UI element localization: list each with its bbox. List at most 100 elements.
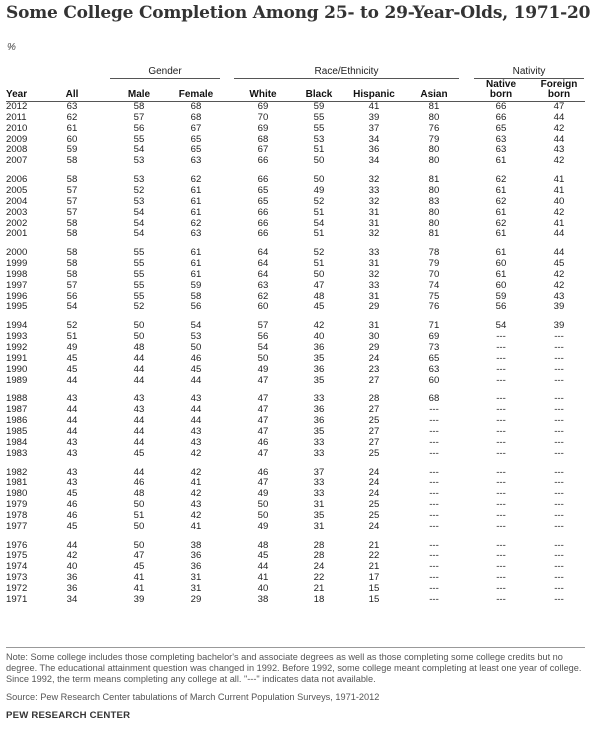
cell-hispanic: 41 [368,101,380,112]
group-header-gender: Gender [148,66,182,77]
cell-hispanic: 24 [368,520,380,532]
cell-all: 34 [66,593,78,605]
cell-foreign-born: --- [554,374,564,386]
cell-female: 43 [190,436,202,448]
cell-foreign-born: 44 [553,111,565,123]
cell-foreign-born: 43 [553,290,565,302]
cell-native-born: --- [496,404,506,416]
cell-all: 43 [66,466,78,478]
table-row: 1979 46 50 43 50 31 25 --- --- --- [0,500,591,510]
table-row: 2009 60 55 65 68 53 34 79 63 44 [0,133,591,145]
cell-asian: --- [429,436,439,448]
cell-year: 1979 [6,499,28,511]
header-male: Male [127,89,151,100]
table-row: 1998 58 55 61 64 50 32 70 61 42 [0,268,591,280]
cell-hispanic: 31 [368,320,380,332]
cell-foreign-born: --- [554,520,564,532]
cell-foreign-born: --- [554,436,564,448]
cell-white: 69 [257,101,269,112]
cell-native-born: 62 [495,174,507,186]
cell-all: 42 [66,550,78,562]
cell-foreign-born: --- [554,425,564,437]
cell-male: 48 [133,342,145,353]
cell-year: 1973 [6,572,28,584]
cell-year: 1994 [6,320,28,332]
cell-female: 62 [190,174,202,186]
cell-native-born: 63 [495,133,507,145]
cell-year: 2011 [6,111,27,123]
cell-black: 49 [313,184,325,196]
cell-black: 59 [313,101,325,112]
cell-native-born: 60 [495,279,507,291]
cell-asian: 80 [428,144,440,156]
cell-year: 2003 [6,206,28,218]
cell-native-born: --- [496,520,506,532]
cell-asian: 79 [428,258,440,270]
cell-native-born: --- [496,561,506,573]
cell-male: 48 [133,488,145,500]
cell-hispanic: 36 [368,144,380,156]
cell-white: 47 [257,415,269,427]
cell-asian: 71 [428,320,440,332]
table-note: Note: Some college includes those comple… [6,652,582,684]
cell-year: 1971 [6,593,28,605]
cell-asian: 80 [428,217,440,229]
cell-male: 53 [133,195,145,207]
cell-hispanic: 24 [368,488,380,500]
cell-black: 55 [313,111,325,123]
cell-foreign-born: 45 [553,258,565,270]
cell-year: 2010 [6,122,28,134]
cell-all: 59 [66,144,78,156]
cell-native-born: 61 [495,228,507,240]
cell-female: 61 [190,206,202,218]
cell-white: 62 [257,290,269,302]
cell-female: 58 [190,290,202,302]
cell-male: 55 [133,268,145,280]
cell-asian: 76 [428,122,440,134]
cell-black: 52 [313,247,325,259]
cell-hispanic: 32 [368,174,380,186]
cell-foreign-born: --- [554,393,564,405]
cell-male: 55 [133,279,145,291]
cell-female: 42 [190,447,202,459]
cell-black: 37 [313,466,325,478]
cell-year: 1995 [6,301,28,313]
cell-native-born: --- [496,415,506,427]
header-rule [6,101,585,102]
cell-year: 2009 [6,133,28,145]
cell-white: 70 [257,111,269,123]
cell-year: 1998 [6,268,28,280]
table-row: 1981 43 46 41 47 33 24 --- --- --- [0,478,591,488]
cell-all: 43 [66,436,78,448]
cell-all: 57 [66,195,78,207]
cell-male: 54 [133,206,145,218]
cell-native-born: --- [496,363,506,375]
header-native-line2: born [489,89,513,100]
cell-female: 44 [190,415,202,427]
cell-female: 43 [190,499,202,511]
cell-black: 31 [313,520,325,532]
cell-female: 65 [190,133,202,145]
cell-white: 47 [257,404,269,416]
cell-foreign-born: 39 [553,320,565,332]
cell-black: 36 [313,363,325,375]
cell-male: 50 [133,499,145,511]
cell-female: 61 [190,195,202,207]
cell-female: 68 [190,111,202,123]
cell-foreign-born: 42 [553,206,565,218]
cell-female: 67 [190,122,202,134]
cell-hispanic: 39 [368,111,380,123]
cell-foreign-born: 43 [553,144,565,156]
organization-name: PEW RESEARCH CENTER [6,710,131,721]
cell-foreign-born: 39 [553,301,565,313]
header-year: Year [6,89,28,100]
table-row: 2003 57 54 61 66 51 31 80 61 42 [0,206,591,218]
cell-hispanic: 25 [368,509,380,521]
cell-black: 18 [313,593,325,605]
cell-white: 47 [257,477,269,489]
cell-white: 60 [257,301,269,313]
cell-native-born: 61 [495,206,507,218]
cell-hispanic: 21 [368,561,380,573]
cell-black: 45 [313,301,325,313]
cell-white: 56 [257,331,269,343]
